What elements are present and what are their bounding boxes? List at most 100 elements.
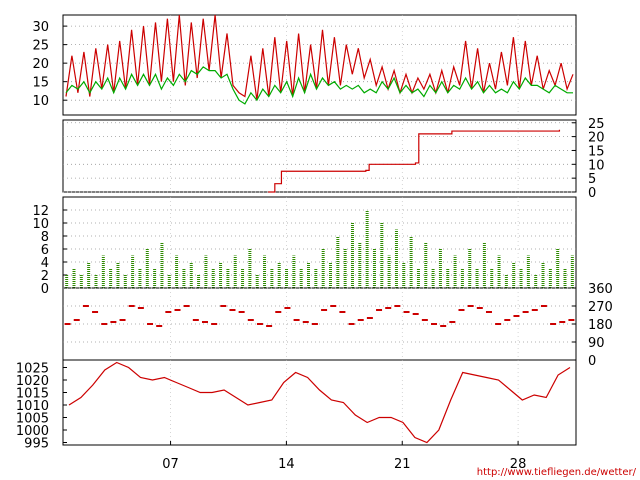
data-point xyxy=(513,315,520,317)
y-tick-label: 5 xyxy=(588,172,596,187)
y-tick-label: 1000 xyxy=(16,424,49,439)
data-point xyxy=(366,317,373,319)
data-point xyxy=(201,321,208,323)
data-point xyxy=(559,321,566,323)
data-point xyxy=(394,305,401,307)
data-point xyxy=(275,311,282,313)
y-tick-label: 30 xyxy=(32,20,49,35)
y-tick-label: 6 xyxy=(41,243,49,258)
y-tick-label: 15 xyxy=(588,144,605,159)
data-point xyxy=(256,323,263,325)
x-tick-label: 28 xyxy=(510,457,527,472)
x-tick-label: 21 xyxy=(394,457,411,472)
data-point xyxy=(183,305,190,307)
series-line xyxy=(65,14,574,101)
series-line xyxy=(268,129,561,193)
data-point xyxy=(339,311,346,313)
y-tick-label: 15 xyxy=(32,76,49,91)
panel-temperature: 10 15 20 25 30 xyxy=(32,14,577,116)
y-tick-label: 0 xyxy=(41,282,49,297)
y-tick-label: 1005 xyxy=(16,412,49,427)
y-tick-label: 1015 xyxy=(16,387,49,402)
data-point xyxy=(440,325,447,327)
data-point xyxy=(330,305,337,307)
data-point xyxy=(531,309,538,311)
data-point xyxy=(156,325,163,327)
data-point xyxy=(376,309,383,311)
data-point xyxy=(522,311,529,313)
data-point xyxy=(266,325,273,327)
y-tick-label: 8 xyxy=(41,230,49,245)
y-tick-label: 995 xyxy=(24,437,49,452)
y-tick-label: 2 xyxy=(41,269,49,284)
data-point xyxy=(73,319,80,321)
x-tick-label: 07 xyxy=(162,457,179,472)
panel-frame xyxy=(62,196,577,289)
data-point xyxy=(412,313,419,315)
y-tick-label: 12 xyxy=(32,204,49,219)
x-tick-label: 14 xyxy=(278,457,295,472)
data-point xyxy=(431,323,438,325)
y-tick-label: 25 xyxy=(588,117,605,132)
y-tick-label: 0 xyxy=(588,186,596,201)
data-point xyxy=(311,323,318,325)
data-point xyxy=(110,321,117,323)
y-tick-label: 4 xyxy=(41,256,49,271)
data-point xyxy=(284,307,291,309)
data-point xyxy=(293,319,300,321)
data-point xyxy=(403,311,410,313)
panel-wind_direction: 0 90 180 270 360 xyxy=(62,282,613,369)
y-tick-label: 1010 xyxy=(16,399,49,414)
y-tick-label: 10 xyxy=(32,94,49,109)
data-point xyxy=(220,305,227,307)
data-point xyxy=(449,321,456,323)
y-tick-label: 10 xyxy=(32,217,49,232)
data-point xyxy=(321,309,328,311)
data-point xyxy=(348,323,355,325)
data-point xyxy=(64,323,71,325)
data-point xyxy=(137,307,144,309)
y-tick-label: 180 xyxy=(588,318,613,333)
data-point xyxy=(165,311,172,313)
data-point xyxy=(550,323,557,325)
data-point xyxy=(458,309,465,311)
y-tick-label: 360 xyxy=(588,282,613,297)
data-point xyxy=(421,319,428,321)
data-point xyxy=(174,309,181,311)
data-point xyxy=(495,323,502,325)
data-point xyxy=(385,307,392,309)
y-tick-label: 20 xyxy=(588,131,605,146)
data-point xyxy=(192,319,199,321)
credit-link[interactable]: http://www.tiefliegen.de/wetter/ xyxy=(477,467,637,478)
y-tick-label: 1025 xyxy=(16,362,49,377)
data-point xyxy=(119,319,126,321)
data-point xyxy=(302,321,309,323)
data-point xyxy=(238,311,245,313)
y-tick-label: 10 xyxy=(588,158,605,173)
data-point xyxy=(229,309,236,311)
data-point xyxy=(147,323,154,325)
data-point xyxy=(540,305,547,307)
data-point xyxy=(504,319,511,321)
data-point xyxy=(485,311,492,313)
data-point xyxy=(211,323,218,325)
data-point xyxy=(568,319,575,321)
y-tick-label: 0 xyxy=(588,354,596,369)
y-tick-label: 1020 xyxy=(16,374,49,389)
data-point xyxy=(128,305,135,307)
y-tick-label: 20 xyxy=(32,57,49,72)
data-point xyxy=(82,305,89,307)
data-point xyxy=(247,319,254,321)
y-tick-label: 25 xyxy=(32,39,49,54)
series-line xyxy=(68,361,571,444)
data-point xyxy=(476,307,483,309)
y-tick-label: 270 xyxy=(588,300,613,315)
panel-frame xyxy=(62,359,577,446)
data-point xyxy=(357,319,364,321)
panel-frame xyxy=(62,14,577,116)
data-point xyxy=(467,305,474,307)
